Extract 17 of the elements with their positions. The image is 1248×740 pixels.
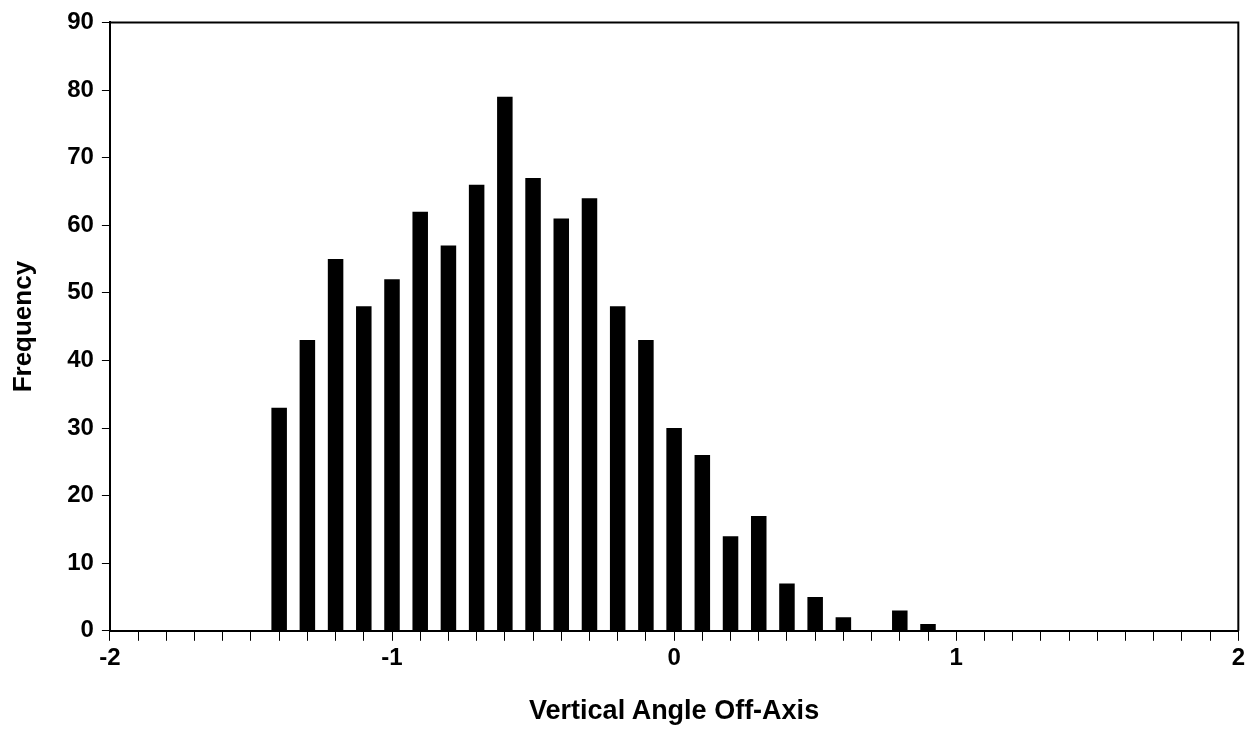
y-axis-title: Frequency: [6, 260, 37, 393]
y-tick-label: 20: [67, 480, 94, 508]
x-tick-label: -1: [381, 642, 403, 670]
x-axis-title: Vertical Angle Off-Axis: [529, 695, 820, 726]
x-tick-label: 2: [1231, 642, 1246, 670]
y-tick-label: 30: [67, 412, 94, 440]
x-tick-label: 0: [667, 642, 681, 670]
y-tick-label: 90: [67, 7, 94, 35]
y-tick-label: 0: [80, 615, 94, 643]
x-tick-label: 1: [949, 642, 963, 670]
y-tick-label: 60: [67, 209, 94, 237]
y-tick-label: 50: [67, 277, 94, 305]
y-tick-label: 10: [67, 547, 94, 575]
x-tick-label: -2: [99, 642, 121, 670]
y-tick-label: 40: [67, 345, 94, 373]
y-tick-label: 70: [67, 142, 94, 170]
y-tick-label: 80: [67, 74, 94, 102]
